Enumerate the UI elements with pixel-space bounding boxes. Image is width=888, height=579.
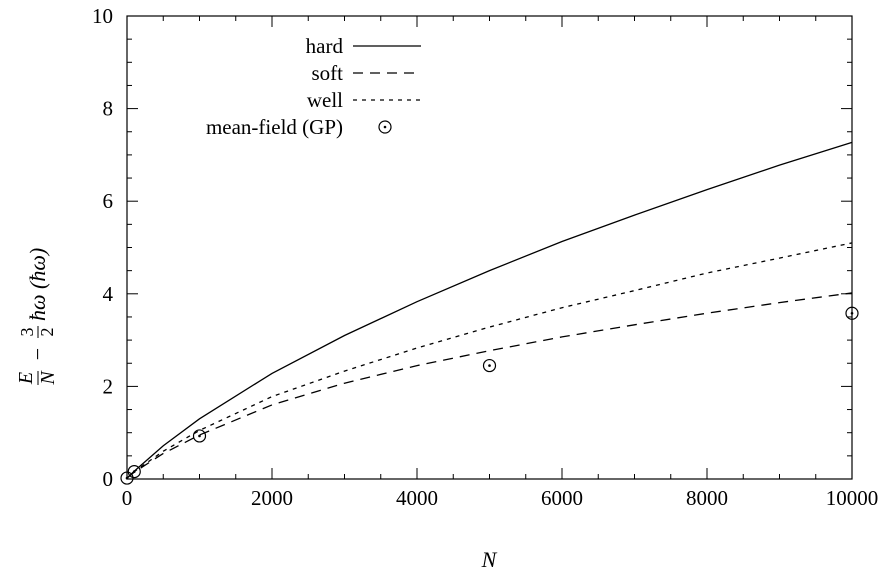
legend: hard soft well mean-field (GP) xyxy=(206,34,421,139)
svg-text:ħω (ħω): ħω (ħω) xyxy=(25,248,50,321)
axes xyxy=(126,15,853,480)
legend-label-hard: hard xyxy=(306,34,344,58)
y-tick-label: 10 xyxy=(92,4,113,28)
series-line-hard xyxy=(126,141,853,479)
x-tick-label: 10000 xyxy=(826,486,879,510)
y-tick-label: 8 xyxy=(103,97,114,121)
svg-text:−: − xyxy=(25,348,50,360)
legend-label-soft: soft xyxy=(312,61,344,85)
series-layer xyxy=(120,141,859,485)
plot-frame xyxy=(126,15,853,480)
legend-marker xyxy=(378,120,392,134)
gp-marker xyxy=(845,306,859,320)
svg-text:E: E xyxy=(15,372,37,385)
gp-marker-dot xyxy=(488,364,491,367)
series-line-soft xyxy=(126,292,853,479)
ticks xyxy=(126,15,853,480)
gp-marker-dot xyxy=(132,470,136,473)
legend-label-well: well xyxy=(307,88,343,112)
gp-marker-dot xyxy=(125,476,129,480)
x-tick-label: 8000 xyxy=(686,486,728,510)
x-tick-label: 6000 xyxy=(541,486,583,510)
y-tick-label: 6 xyxy=(103,189,114,213)
legend-label-mean-field-gp: mean-field (GP) xyxy=(206,115,343,139)
y-tick-label: 0 xyxy=(103,467,114,491)
y-axis-label: E N − 3 2 ħω (ħω) xyxy=(15,248,59,386)
y-tick-label: 2 xyxy=(103,374,114,398)
svg-text:2: 2 xyxy=(37,328,57,337)
gp-marker xyxy=(120,471,134,485)
gp-marker xyxy=(127,464,141,479)
gp-marker xyxy=(482,358,497,373)
x-tick-label: 4000 xyxy=(396,486,438,510)
x-axis-label: N xyxy=(481,547,498,572)
x-tick-label: 0 xyxy=(122,486,133,510)
y-tick-label: 4 xyxy=(103,282,114,306)
tick-labels: 0 2000 4000 6000 8000 10000 0 2 4 6 8 10 xyxy=(92,4,878,510)
svg-text:3: 3 xyxy=(17,328,37,337)
x-tick-label: 2000 xyxy=(251,486,293,510)
gp-marker xyxy=(192,429,207,443)
legend-marker-dot xyxy=(383,125,387,129)
gp-marker-dot xyxy=(850,311,854,315)
gp-marker-dot xyxy=(198,434,201,438)
svg-text:N: N xyxy=(37,370,59,386)
series-line-well xyxy=(126,242,853,479)
